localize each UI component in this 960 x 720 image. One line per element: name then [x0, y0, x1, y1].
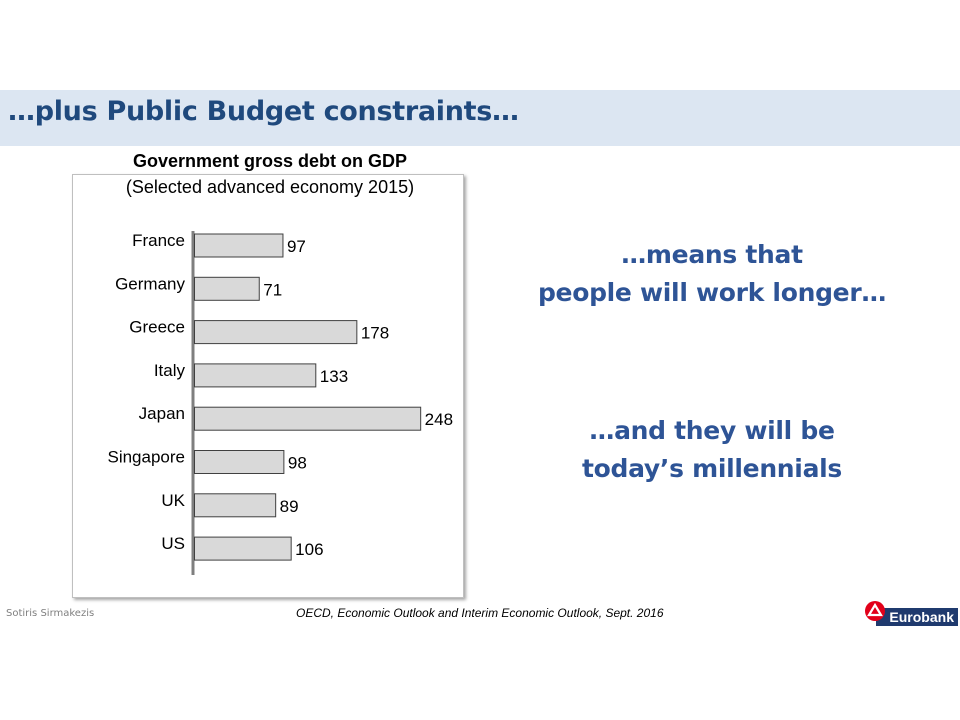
- value-label-france: 97: [287, 237, 306, 256]
- category-label-greece: Greece: [129, 318, 185, 337]
- bar-greece: [194, 320, 358, 345]
- bar-uk: [194, 493, 277, 518]
- source-note: OECD, Economic Outlook and Interim Econo…: [296, 606, 664, 620]
- message-work-longer: …means that people will work longer…: [492, 236, 932, 312]
- slide-title: …plus Public Budget constraints…: [8, 96, 519, 127]
- bar-us: [194, 536, 292, 561]
- message-millennials-line-1: …and they will be: [589, 416, 835, 445]
- value-label-japan: 248: [425, 410, 453, 429]
- value-label-italy: 133: [320, 367, 348, 386]
- bar-france: [194, 233, 284, 258]
- message-millennials-line-2: today’s millennials: [582, 454, 842, 483]
- category-label-italy: Italy: [154, 361, 186, 380]
- bar-singapore: [194, 450, 285, 474]
- chart-title: Government gross debt on GDP: [132, 151, 408, 171]
- category-label-singapore: Singapore: [107, 447, 185, 466]
- category-label-uk: UK: [161, 491, 185, 510]
- eurobank-logo: Eurobank: [862, 600, 958, 628]
- value-label-singapore: 98: [288, 453, 307, 472]
- chart-subtitle: (Selected advanced economy 2015): [125, 177, 415, 197]
- bar-italy: [194, 363, 317, 388]
- message-work-longer-line-2: people will work longer…: [537, 278, 887, 307]
- author-name: Sotiris Sirmakezis: [6, 608, 95, 619]
- bar-germany: [194, 276, 260, 301]
- value-label-germany: 71: [263, 280, 282, 299]
- title-band: [0, 90, 960, 146]
- debt-bar-chart: France 97 Germany 71 Greece 178 Italy 133 Japan 2…: [107, 231, 453, 575]
- chart-frame: France 97 Germany 71 Greece 178 Italy 133 Japan 2…: [72, 174, 464, 598]
- eurobank-logo-icon: [865, 601, 885, 621]
- message-work-longer-line-1: …means that: [621, 240, 803, 269]
- bar-japan: [194, 406, 422, 431]
- category-label-france: France: [132, 231, 185, 250]
- logo-text: Eurobank: [876, 608, 958, 626]
- value-label-us: 106: [295, 540, 323, 559]
- category-label-japan: Japan: [139, 404, 185, 423]
- category-label-germany: Germany: [115, 274, 185, 293]
- value-label-uk: 89: [280, 497, 299, 516]
- value-label-greece: 178: [361, 324, 389, 343]
- message-millennials: …and they will be today’s millennials: [492, 412, 932, 488]
- category-label-us: US: [161, 534, 185, 553]
